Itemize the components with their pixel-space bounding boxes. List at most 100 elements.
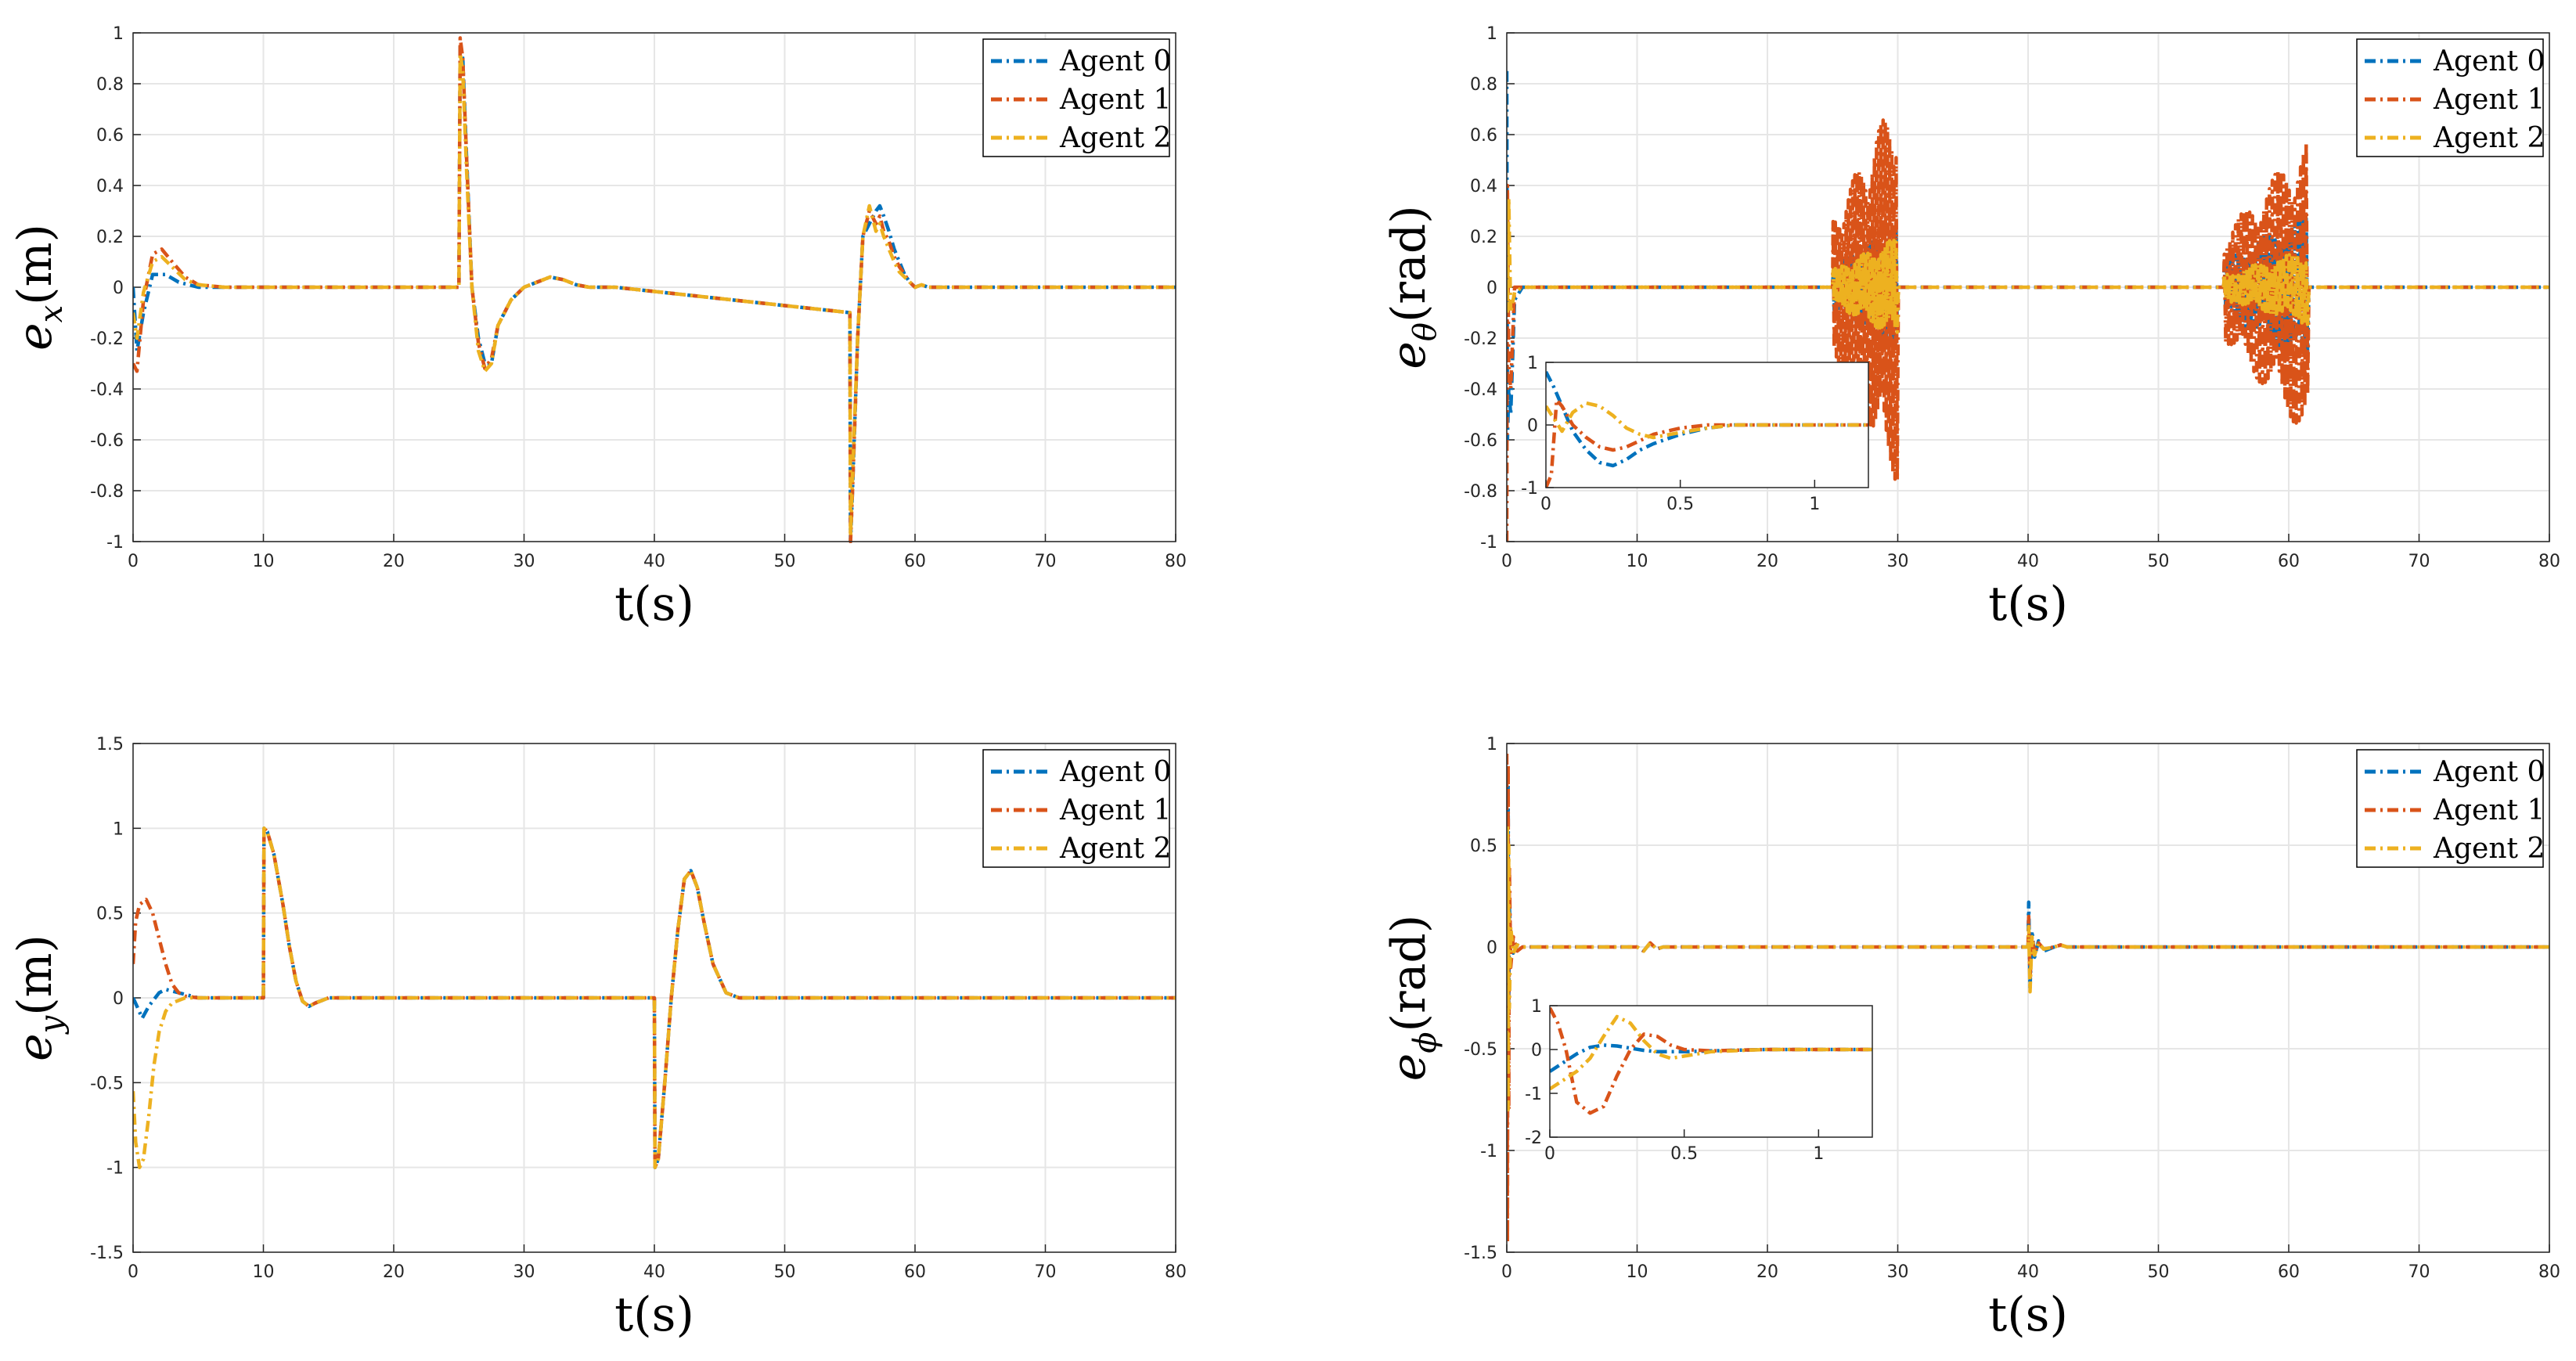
ey-legend-label-1: Agent 1 — [1059, 794, 1171, 826]
ey-legend-label-0: Agent 0 — [1059, 756, 1171, 788]
ephi-legend-label-1: Agent 1 — [2433, 794, 2545, 826]
etheta-ytick-label-9: 0.8 — [1470, 75, 1497, 95]
ephi-inset-frame — [1549, 1005, 1873, 1138]
ephi-ytick-label-2: -0.5 — [1464, 1040, 1497, 1060]
ex-ytick-label-8: 0.6 — [96, 126, 124, 146]
etheta-legend-label-0: Agent 0 — [2433, 45, 2545, 77]
etheta-ytick-label-10: 1 — [1486, 24, 1497, 44]
ey-ytick-label-4: 0.5 — [96, 905, 124, 924]
ex-legend-label-0: Agent 0 — [1059, 45, 1171, 77]
ex-xtick-label-2: 20 — [383, 552, 405, 571]
ex-ytick-label-3: -0.4 — [90, 380, 124, 400]
etheta-xtick-label-2: 20 — [1756, 552, 1778, 571]
ephi-ytick-label-1: -1 — [1480, 1142, 1497, 1161]
ex-ytick-label-1: -0.8 — [90, 482, 124, 502]
etheta-ytick-label-6: 0.2 — [1470, 228, 1497, 247]
ey-ytick-label-3: 0 — [113, 989, 124, 1009]
ephi-ytick-label-3: 0 — [1486, 938, 1497, 958]
etheta-xtick-label-4: 40 — [2017, 552, 2039, 571]
etheta-legend-label-2: Agent 2 — [2433, 122, 2545, 154]
etheta-ytick-label-2: -0.6 — [1464, 431, 1497, 451]
ex-series-agent-2 — [133, 51, 1176, 538]
ephi-ylabel: eϕ(rad) — [1382, 915, 1443, 1081]
ex-xtick-label-6: 60 — [904, 552, 926, 571]
ex-ytick-label-10: 1 — [113, 24, 124, 44]
ephi-inset: 0 0.5 1 -2 -1 0 1 — [1525, 997, 1873, 1164]
ephi-inset-plot-area — [1550, 1006, 1872, 1137]
ex-axes-frame — [132, 32, 1176, 542]
ephi-xtick-label-7: 70 — [2408, 1262, 2430, 1282]
ephi-inset-ytick-label-2: 0 — [1531, 1041, 1542, 1060]
ex-ytick-label-9: 0.8 — [96, 75, 124, 95]
ex-ytick-label-0: -1 — [106, 533, 124, 553]
etheta-inset-xtick-label-2: 1 — [1809, 495, 1820, 514]
ex-xtick-label-5: 50 — [774, 552, 796, 571]
etheta-axes-frame — [1506, 32, 2550, 542]
ephi-inset-ytick-label-0: -2 — [1525, 1129, 1542, 1148]
etheta-xlabel: t(s) — [1988, 577, 2068, 632]
etheta-ytick-label-3: -0.4 — [1464, 380, 1497, 400]
ephi-ytick-label-5: 1 — [1486, 735, 1497, 754]
etheta-inset: 0 0.5 1-101 — [1521, 354, 1869, 514]
ey-ytick-label-2: -0.5 — [90, 1074, 124, 1093]
etheta-inset-ytick-label-2: 1 — [1527, 354, 1538, 373]
ex-legend-label-1: Agent 1 — [1059, 84, 1171, 116]
ephi-axes-frame — [1506, 743, 2550, 1253]
etheta-legend-label-1: Agent 1 — [2433, 84, 2545, 116]
ephi-series-agent-2 — [1507, 823, 2549, 1112]
ephi-inset-ytick-label-1: -1 — [1525, 1085, 1542, 1104]
ephi-inset-xtick-label-2: 1 — [1813, 1144, 1824, 1164]
ey-legend: Agent 0 Agent 1 Agent 2 — [982, 749, 1171, 868]
ex-xtick-label-0: 0 — [128, 552, 139, 571]
ex-legend: Agent 0 Agent 1 Agent 2 — [982, 38, 1171, 157]
ey-xtick-label-5: 50 — [774, 1262, 796, 1282]
ephi-legend: Agent 0 Agent 1 Agent 2 — [2356, 749, 2545, 868]
etheta-xtick-label-7: 70 — [2408, 552, 2430, 571]
ephi-xtick-label-4: 40 — [2017, 1262, 2039, 1282]
ey-ytick-label-5: 1 — [113, 819, 124, 839]
ey-xtick-label-0: 0 — [128, 1262, 139, 1282]
ephi-xtick-label-5: 50 — [2148, 1262, 2170, 1282]
ey-xtick-label-8: 80 — [1165, 1262, 1187, 1282]
ephi-xtick-label-6: 60 — [2278, 1262, 2300, 1282]
ex-ylabel: ex(m) — [8, 224, 70, 351]
ex-xtick-label-7: 70 — [1035, 552, 1057, 571]
ey-xtick-label-4: 40 — [643, 1262, 665, 1282]
etheta-ytick-label-1: -0.8 — [1464, 482, 1497, 502]
etheta-inset-series-agent-0 — [1546, 370, 1868, 468]
etheta-xtick-label-5: 50 — [2148, 552, 2170, 571]
ex-legend-label-2: Agent 2 — [1059, 122, 1171, 154]
ephi-legend-label-0: Agent 0 — [2433, 756, 2545, 788]
ex-ytick-label-2: -0.6 — [90, 431, 124, 451]
ey-xtick-label-1: 10 — [253, 1262, 275, 1282]
ephi-ytick-label-0: -1.5 — [1464, 1244, 1497, 1263]
ephi-legend-label-2: Agent 2 — [2433, 833, 2545, 865]
ey-series-agent-2 — [133, 826, 1176, 1169]
ephi-inset-xtick-label-0: 0 — [1544, 1144, 1555, 1164]
ex-ytick-label-4: -0.2 — [90, 329, 124, 349]
etheta-xtick-label-6: 60 — [2278, 552, 2300, 571]
ex-xtick-label-8: 80 — [1165, 552, 1187, 571]
ey-ytick-label-1: -1 — [106, 1159, 124, 1179]
ey-ytick-label-6: 1.5 — [96, 735, 124, 754]
etheta-ytick-label-5: 0 — [1486, 279, 1497, 298]
chart-ex: 0 10 20 30 40 50 60 70 80 -1 -0.8 -0.6 -0.4 -0.2 0 0.2 0… — [8, 24, 1187, 632]
etheta-xtick-label-1: 10 — [1627, 552, 1648, 571]
etheta-inset-frame — [1545, 362, 1869, 488]
ephi-inset-xtick-label-1: 0.5 — [1670, 1144, 1698, 1164]
ex-xtick-label-3: 30 — [513, 552, 535, 571]
etheta-ylabel: eθ(rad) — [1382, 205, 1443, 369]
etheta-legend: Agent 0 Agent 1 Agent 2 — [2356, 38, 2545, 157]
etheta-ytick-label-8: 0.6 — [1470, 126, 1497, 146]
ex-ytick-label-6: 0.2 — [96, 228, 124, 247]
etheta-inset-xtick-label-0: 0 — [1540, 495, 1551, 514]
etheta-ytick-label-4: -0.2 — [1464, 329, 1497, 349]
etheta-series-agent-2 — [1507, 196, 2549, 334]
etheta-xtick-label-3: 30 — [1887, 552, 1909, 571]
ex-xtick-label-1: 10 — [253, 552, 275, 571]
ephi-inset-series-agent-2 — [1550, 1014, 1872, 1091]
ey-xtick-label-7: 70 — [1035, 1262, 1057, 1282]
ephi-xtick-label-2: 20 — [1756, 1262, 1778, 1282]
etheta-ytick-label-7: 0.4 — [1470, 177, 1497, 196]
